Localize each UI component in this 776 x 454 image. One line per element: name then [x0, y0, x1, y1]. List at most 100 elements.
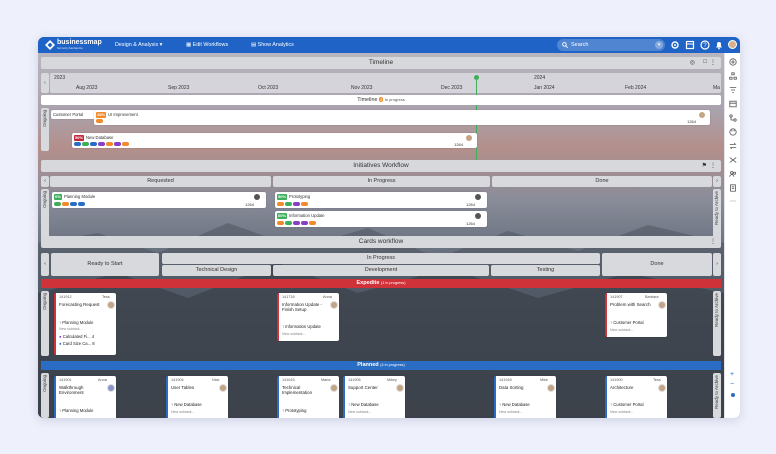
parent-link[interactable]: ↑ Customer Portal: [610, 402, 644, 407]
swap-icon[interactable]: [729, 142, 737, 150]
timeline-row-ui-improvement[interactable]: 28% UI Improvement 1264: [94, 110, 710, 125]
column-ready-to-start[interactable]: Ready to Start: [51, 253, 159, 276]
card-141718[interactable]: 141718 Anna Information Update - Finish …: [277, 293, 339, 341]
card-141912[interactable]: 141912 Tess Forecasting Request ↑ Planni…: [54, 293, 116, 355]
card-141918[interactable]: 141918 Mike Data Sorting ↑ New Database …: [494, 376, 556, 418]
card-141901[interactable]: 141901 Anna Walkthrough Environment ↑ Pl…: [54, 376, 116, 418]
timeline-row-customer-portal[interactable]: Customer Portal: [51, 110, 97, 119]
ready-to-archive-lane[interactable]: Ready to Archive: [713, 189, 721, 247]
today-marker[interactable]: [474, 75, 479, 80]
card-141904[interactable]: 141904 Nick User Tables ↑ New Database N…: [166, 376, 228, 418]
more-icon[interactable]: ⋮: [710, 239, 716, 245]
users-icon[interactable]: [729, 170, 737, 178]
collapse-toggle[interactable]: ›: [713, 253, 721, 276]
more-options-icon[interactable]: ⋯: [730, 199, 736, 205]
ready-to-archive-lane[interactable]: Ready to Archive: [713, 291, 721, 356]
parent-link[interactable]: ↑ Information Update: [282, 324, 321, 329]
new-subtask[interactable]: New subtask...: [610, 328, 634, 332]
target-icon[interactable]: ◎: [689, 60, 695, 66]
new-subtask[interactable]: New subtask...: [282, 332, 306, 336]
initiative-card-information-update[interactable]: 60% Information Update 1264: [275, 211, 487, 227]
search-box[interactable]: ▾: [557, 39, 665, 51]
column-done[interactable]: Done: [602, 253, 712, 276]
new-subtask[interactable]: New subtask...: [171, 410, 195, 414]
search-input[interactable]: [571, 41, 651, 49]
parent-link[interactable]: ↑ Planning Module: [59, 408, 94, 413]
column-development[interactable]: Development: [273, 265, 489, 276]
board-icon[interactable]: [685, 40, 695, 50]
expand-icon[interactable]: □: [703, 59, 707, 65]
row-title: UI Improvement: [108, 112, 138, 117]
card-id: 141615: [282, 378, 295, 382]
initiative-card-prototyping[interactable]: 50% Prototyping 1264: [275, 192, 487, 208]
timeline-row-new-database[interactable]: 50% New Database 1264: [72, 133, 477, 148]
more-icon[interactable]: ⋮: [710, 163, 716, 169]
tag-pills: [277, 221, 317, 226]
parent-link[interactable]: ↑ Prototyping: [282, 408, 307, 413]
column-done[interactable]: Done: [492, 176, 712, 187]
filter-icon[interactable]: [729, 86, 737, 94]
card-141905[interactable]: 141905 Mikey Support Center ↑ New Databa…: [343, 376, 405, 418]
document-icon[interactable]: [729, 184, 737, 192]
businessmap-logo-icon[interactable]: [45, 40, 55, 50]
column-in-progress[interactable]: In Progress: [162, 253, 600, 264]
column-technical-design[interactable]: Technical Design: [162, 265, 271, 276]
owner-avatar: [466, 135, 472, 141]
new-subtask[interactable]: New subtask...: [59, 327, 83, 331]
collapse-toggle[interactable]: ‹: [41, 253, 49, 276]
workflow-icon[interactable]: [729, 114, 737, 122]
user-avatar[interactable]: [728, 40, 737, 49]
parent-link[interactable]: ↑ Planning Module: [59, 320, 94, 325]
settings-icon[interactable]: [670, 40, 680, 50]
column-in-progress[interactable]: In Progress: [273, 176, 490, 187]
month-label: Aug 2023: [76, 85, 98, 91]
layout-icon[interactable]: [729, 100, 737, 108]
hierarchy-icon[interactable]: [729, 72, 737, 80]
new-subtask[interactable]: New subtask...: [348, 410, 372, 414]
card-141900[interactable]: 141900 Tess Architecture ↑ Customer Port…: [605, 376, 667, 418]
collapse-toggle[interactable]: ›: [713, 176, 721, 187]
zoom-indicator[interactable]: [731, 393, 735, 397]
parent-link[interactable]: ↑ New Database: [499, 402, 530, 407]
expedite-lane-header[interactable]: Expedite (1 in progress): [41, 279, 721, 288]
initiative-card-planning-module[interactable]: 0% Planning Module 1264: [52, 192, 266, 208]
add-icon[interactable]: [729, 58, 737, 66]
zoom-in-icon[interactable]: +: [730, 371, 735, 378]
progress-badge: 28%: [96, 112, 107, 118]
owner-avatar: [658, 384, 666, 392]
linked-card[interactable]: ● Calculated Fi... 4: [59, 334, 95, 339]
owner-avatar: [475, 194, 481, 200]
search-scope-chevron-icon[interactable]: ▾: [655, 41, 663, 49]
card-id: 141904: [171, 378, 184, 382]
policy-icon[interactable]: ⚑: [701, 163, 707, 169]
card-141615[interactable]: 141615 Maria Technical Implementation ↑ …: [277, 376, 339, 418]
card-title: Walkthrough Environment: [59, 385, 84, 396]
new-subtask[interactable]: New subtask...: [610, 410, 634, 414]
owner-avatar: [475, 213, 481, 219]
more-icon[interactable]: ⋮: [710, 60, 716, 66]
planned-count: (4 in progress): [380, 363, 405, 367]
card-id: 141905: [348, 378, 361, 382]
palette-icon[interactable]: [729, 128, 737, 136]
notification-bell-icon[interactable]: [714, 40, 724, 50]
new-subtask[interactable]: New subtask...: [499, 410, 523, 414]
card-141907[interactable]: 141907 Barbara Problem with Search ↑ Cus…: [605, 293, 667, 337]
zoom-out-icon[interactable]: −: [730, 381, 735, 388]
parent-link[interactable]: ↑ Customer Portal: [610, 320, 644, 325]
lane-label-text: Ongoing: [42, 191, 47, 209]
edit-workflows-button[interactable]: ▦ Edit Workflows: [186, 41, 228, 49]
shuffle-icon[interactable]: [729, 156, 737, 164]
show-analytics-button[interactable]: ▤ Show Analytics: [251, 41, 294, 49]
column-testing[interactable]: Testing: [491, 265, 600, 276]
help-icon[interactable]: ?: [700, 40, 710, 50]
linked-card[interactable]: ● Card Size Ca... 8: [59, 341, 95, 346]
parent-link[interactable]: ↑ New Database: [171, 402, 202, 407]
planned-lane-header[interactable]: Planned (4 in progress): [41, 361, 721, 370]
design-analysis-menu[interactable]: Design & Analysis ▾: [115, 41, 162, 49]
column-requested[interactable]: Requested: [50, 176, 271, 187]
ready-to-archive-lane[interactable]: Ready to Archive: [713, 373, 721, 418]
card-meta: 1264: [454, 142, 463, 147]
parent-link[interactable]: ↑ New Database: [348, 402, 379, 407]
collapse-toggle[interactable]: ‹: [41, 176, 49, 187]
timeline-collapse-toggle[interactable]: ‹: [41, 73, 49, 93]
